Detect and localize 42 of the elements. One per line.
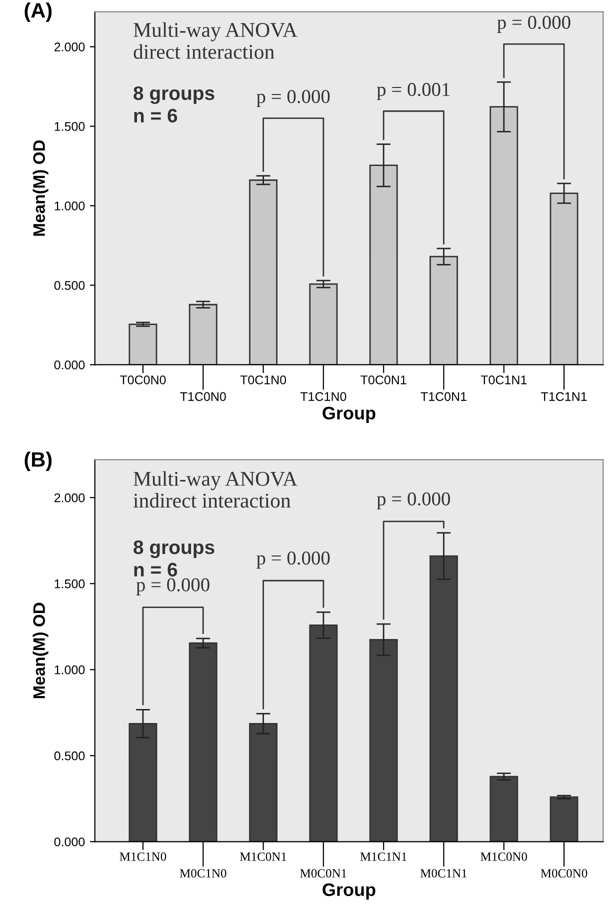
x-tick-label: T0C1N0	[240, 375, 286, 384]
y-tick-label: 2.000	[54, 493, 85, 502]
x-tick-label: M1C1N0	[120, 852, 166, 861]
chart-title: (A)	[24, 2, 52, 22]
annotation: p = 0.001	[376, 82, 450, 100]
x-tick-label: M1C0N0	[480, 852, 528, 861]
x-tick-label: M1C0N1	[240, 852, 286, 861]
y-tick-label: 1.000	[54, 665, 85, 674]
y-tick-label: 0.000	[54, 360, 85, 370]
annotation: p = 0.000	[256, 552, 330, 569]
annotation: Multi-way ANOVA direct interaction	[134, 22, 298, 59]
annotation: p = 0.000	[136, 578, 210, 596]
x-tick-label: M0C0N0	[540, 869, 588, 878]
x-tick-label: T0C0N0	[120, 375, 166, 384]
x-tick-label: M0C1N0	[180, 869, 226, 878]
x-tick-label: M0C0N1	[300, 869, 346, 878]
y-tick-label: 1.500	[54, 122, 85, 131]
annotation: Multi-way ANOVA indirect interaction	[133, 471, 298, 508]
y-tick-label: 0.500	[54, 281, 85, 290]
x-tick-label: M0C1N1	[420, 869, 467, 878]
x-tick-label: T0C0N1	[360, 375, 406, 384]
annotation: p = 0.000	[376, 492, 450, 510]
x-axis-title: Group	[322, 883, 376, 900]
x-tick-label: T1C0N1	[420, 392, 466, 401]
chart-title: (B)	[24, 452, 52, 472]
x-tick-label: T1C1N0	[300, 392, 346, 401]
x-tick-label: T1C1N1	[541, 392, 587, 401]
y-axis-title: Mean(M) OD	[32, 602, 48, 698]
x-tick-label: T0C1N1	[480, 375, 527, 384]
x-tick-label: T1C0N0	[180, 392, 226, 401]
y-tick-label: 1.500	[54, 579, 85, 588]
annotation: p = 0.000	[497, 16, 570, 33]
x-axis-title: Group	[322, 406, 376, 424]
x-tick-label: M1C1N1	[360, 852, 406, 861]
annotation: 8 groups n = 6	[134, 86, 214, 123]
y-tick-label: 1.000	[54, 202, 85, 210]
annotation: 8 groups n = 6	[134, 540, 214, 577]
y-tick-label: 2.000	[54, 42, 85, 52]
annotation: p = 0.000	[256, 90, 330, 108]
y-tick-label: 0.000	[54, 837, 85, 846]
y-axis-title: Mean(M) OD	[32, 140, 48, 236]
y-tick-label: 0.500	[54, 751, 85, 760]
